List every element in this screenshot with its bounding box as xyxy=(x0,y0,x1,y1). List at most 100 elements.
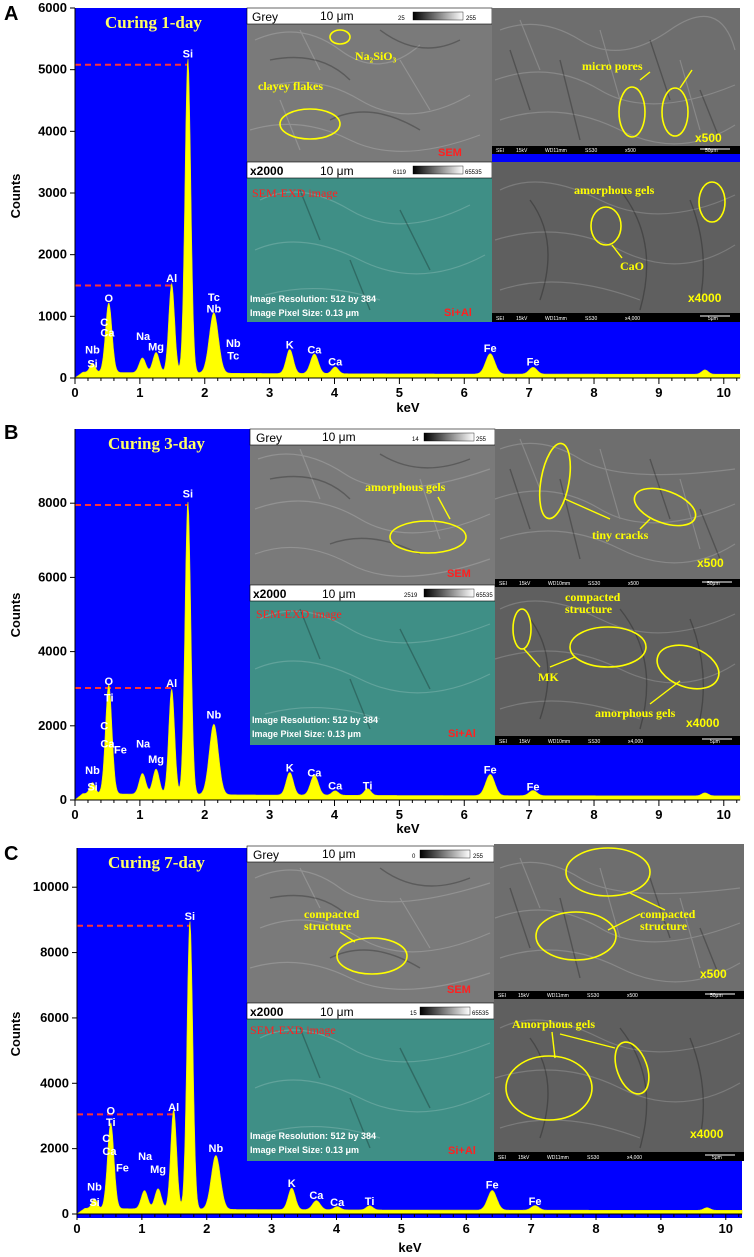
scale-label-bottom: 10 μm xyxy=(320,1005,354,1019)
x-tick-label: 6 xyxy=(463,1221,470,1236)
x500-scale: 50μm xyxy=(705,148,718,154)
y-tick-label: 8000 xyxy=(38,495,67,510)
x-tick-label: 1 xyxy=(136,807,143,822)
x4000-label: x4000 xyxy=(686,716,720,730)
sem-grey-image: Grey 10 μm 0 255 compacted structure SEM xyxy=(246,845,495,1003)
gels-ring xyxy=(698,181,726,223)
x-tick-label: 0 xyxy=(71,385,78,400)
spectrum-trace xyxy=(76,921,743,1215)
element-label: K xyxy=(288,1178,296,1190)
element-label: Tc xyxy=(227,351,239,363)
element-label: Si xyxy=(185,911,195,923)
pixel-size-line: Image Pixel Size: 0.13 μm xyxy=(252,729,361,739)
element-label: Nb xyxy=(85,765,100,777)
x-tick-label: 3 xyxy=(266,807,273,822)
element-label: Fe xyxy=(529,1196,542,1208)
element-label: Nb xyxy=(209,1143,224,1155)
footer-a: SEI xyxy=(498,1155,506,1161)
y-tick-label: 4000 xyxy=(38,123,67,138)
footer-e: x500 xyxy=(625,148,636,154)
panel-letter: C xyxy=(4,843,18,865)
x4000-scale: 5μm xyxy=(710,739,720,745)
grey-label: Grey xyxy=(252,10,278,24)
x-tick-label: 9 xyxy=(655,807,662,822)
element-label: Fe xyxy=(114,745,127,757)
y-axis-title: Counts xyxy=(8,174,23,219)
panel-c: C Si Al O Ti C Ca Fe Na Mg Nb Nb Si K Ca Ca Ti Fe Fe 0 200… xyxy=(0,838,754,1257)
chart-title: Curing 1-day xyxy=(105,13,202,32)
footer-d: SS30 xyxy=(585,148,597,154)
x500-scale: 50μm xyxy=(710,993,723,999)
annotation-compacted: compacted xyxy=(640,907,696,921)
x-tick-label: 10 xyxy=(717,385,731,400)
element-label: Mg xyxy=(150,1164,166,1176)
resolution-line: Image Resolution: 512 by 384 xyxy=(250,1131,376,1141)
x-tick-label: 3 xyxy=(266,385,273,400)
element-label: Si xyxy=(183,48,193,60)
footer-b: 15kV xyxy=(519,581,531,587)
sem-x500-image: micro pores x500 SEI 15kV WD11mm SS30 x5… xyxy=(492,8,740,154)
y-tick-label: 5000 xyxy=(38,62,67,77)
footer-b: 15kV xyxy=(518,1155,530,1161)
x-tick-label: 5 xyxy=(396,807,403,822)
lut-max-bottom: 65535 xyxy=(476,593,493,599)
element-label: Ca xyxy=(100,738,115,750)
element-label: Ca xyxy=(100,328,115,340)
element-label: C xyxy=(100,317,108,329)
x-tick-label: 7 xyxy=(526,385,533,400)
annotation-clayey-flakes: clayey flakes xyxy=(258,79,323,93)
lut-max-top: 255 xyxy=(476,437,487,443)
element-label: Tc xyxy=(208,292,220,304)
x500-label: x500 xyxy=(700,967,727,981)
element-label: Ti xyxy=(365,1196,375,1208)
x-tick-label: 3 xyxy=(268,1221,275,1236)
y-tick-label: 6000 xyxy=(38,0,67,15)
element-label: Si xyxy=(87,781,97,793)
element-label: K xyxy=(286,339,294,351)
footer-a: SEI xyxy=(499,581,507,587)
scale-label-top: 10 μm xyxy=(320,9,354,23)
x-tick-label: 7 xyxy=(526,807,533,822)
sem-exd-title: SEM-EXD image xyxy=(252,186,338,200)
lut-max-bottom: 65535 xyxy=(465,170,482,176)
lut-min-top: 0 xyxy=(412,854,416,860)
x-tick-label: 0 xyxy=(73,1221,80,1236)
element-label: Fe xyxy=(527,781,540,793)
sem-exd-title: SEM-EXD image xyxy=(250,1023,336,1037)
annotation-cao: CaO xyxy=(620,259,644,273)
crack-ring-1 xyxy=(538,442,572,520)
spectrum-trace xyxy=(74,58,741,379)
compacted-ring xyxy=(336,937,408,975)
element-label: Ca xyxy=(328,357,343,369)
compacted-ring xyxy=(569,626,647,668)
footer-c: WD11mm xyxy=(545,148,567,154)
lut-max-bottom: 65535 xyxy=(472,1011,489,1017)
element-label: Nb xyxy=(226,338,241,350)
element-label: K xyxy=(286,762,294,774)
y-tick-label: 6000 xyxy=(40,1010,69,1025)
lut-min-bottom: 15 xyxy=(410,1011,417,1017)
footer-c: WD11mm xyxy=(547,1155,569,1161)
element-label: Fe xyxy=(486,1180,499,1192)
sem-tag: SEM xyxy=(447,568,471,580)
footer-d: SS30 xyxy=(585,316,597,322)
grey-label: Grey xyxy=(253,848,279,862)
element-label: Fe xyxy=(484,764,497,776)
compacted-ring-1 xyxy=(565,847,651,897)
element-label: C xyxy=(102,1133,110,1145)
sem-exd-image: x2000 10 μm 2519 65535 SEM-EXD image Ima… xyxy=(249,584,496,745)
y-tick-label: 2000 xyxy=(40,1141,69,1156)
compacted-ring-2 xyxy=(535,911,617,961)
x4000-scale: 5μm xyxy=(712,1155,722,1161)
element-label: Fe xyxy=(116,1163,129,1175)
element-label: Nb xyxy=(207,304,222,316)
footer-d: SS30 xyxy=(587,993,599,999)
element-label: Mg xyxy=(148,341,164,353)
pore-ring-1 xyxy=(618,86,646,138)
element-label: Al xyxy=(166,273,177,285)
crack-ring-2 xyxy=(633,487,697,527)
x-tick-label: 9 xyxy=(657,1221,664,1236)
annotation-structure: structure xyxy=(304,919,352,933)
annotation-compacted: compacted xyxy=(304,907,360,921)
footer-b: 15kV xyxy=(516,148,528,154)
